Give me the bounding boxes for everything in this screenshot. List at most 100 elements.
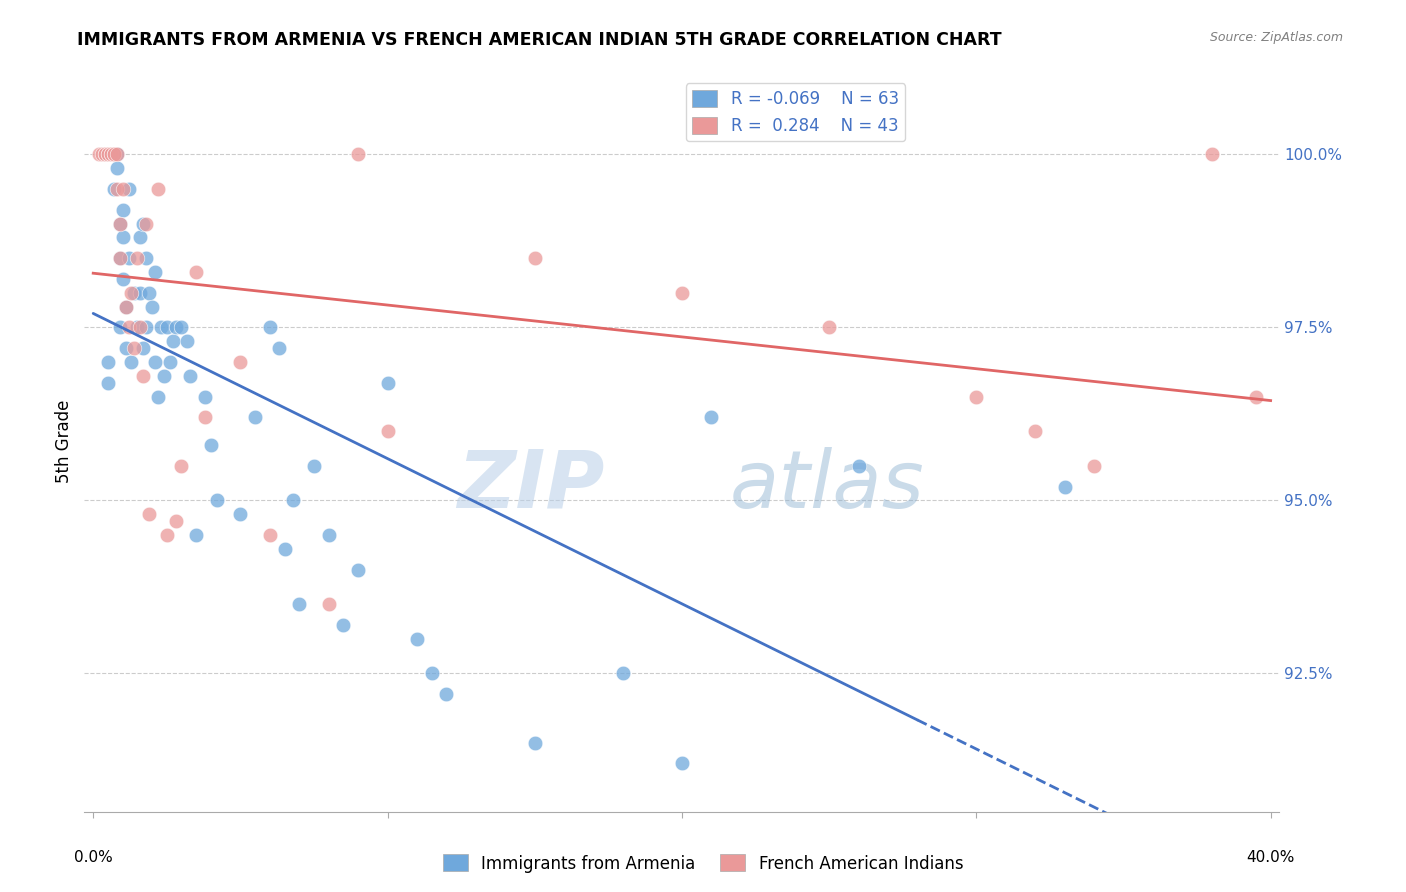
- Point: [200, 438, 222, 452]
- Point: [170, 458, 193, 473]
- Point: [108, 217, 131, 231]
- Point: [347, 563, 370, 577]
- Point: [1053, 479, 1076, 493]
- Point: [159, 355, 181, 369]
- Point: [179, 368, 201, 383]
- Point: [1024, 424, 1046, 438]
- Point: [100, 147, 122, 161]
- Point: [129, 320, 152, 334]
- Point: [165, 320, 187, 334]
- Point: [273, 541, 295, 556]
- Point: [229, 507, 252, 521]
- Point: [114, 341, 136, 355]
- Point: [194, 410, 217, 425]
- Point: [135, 217, 157, 231]
- Point: [288, 597, 311, 611]
- Point: [87, 147, 110, 161]
- Point: [120, 285, 142, 300]
- Point: [135, 320, 157, 334]
- Point: [97, 376, 120, 390]
- Point: [194, 390, 217, 404]
- Point: [318, 528, 340, 542]
- Text: 40.0%: 40.0%: [1247, 850, 1295, 864]
- Point: [156, 320, 179, 334]
- Point: [143, 265, 166, 279]
- Point: [91, 147, 114, 161]
- Point: [120, 355, 142, 369]
- Point: [377, 424, 399, 438]
- Point: [141, 300, 163, 314]
- Legend: R = -0.069    N = 63, R =  0.284    N = 43: R = -0.069 N = 63, R = 0.284 N = 43: [686, 83, 905, 142]
- Point: [318, 597, 340, 611]
- Point: [1201, 147, 1223, 161]
- Point: [143, 355, 166, 369]
- Point: [149, 320, 172, 334]
- Point: [156, 528, 179, 542]
- Point: [420, 666, 443, 681]
- Point: [205, 493, 228, 508]
- Point: [186, 265, 208, 279]
- Point: [259, 528, 281, 542]
- Point: [103, 147, 125, 161]
- Point: [671, 285, 693, 300]
- Text: IMMIGRANTS FROM ARMENIA VS FRENCH AMERICAN INDIAN 5TH GRADE CORRELATION CHART: IMMIGRANTS FROM ARMENIA VS FRENCH AMERIC…: [77, 31, 1002, 49]
- Legend: Immigrants from Armenia, French American Indians: Immigrants from Armenia, French American…: [436, 847, 970, 880]
- Point: [406, 632, 429, 646]
- Point: [848, 458, 870, 473]
- Point: [612, 666, 634, 681]
- Point: [97, 147, 120, 161]
- Point: [186, 528, 208, 542]
- Point: [127, 320, 149, 334]
- Point: [111, 272, 134, 286]
- Point: [108, 251, 131, 265]
- Text: ZIP: ZIP: [457, 447, 605, 525]
- Point: [1083, 458, 1105, 473]
- Point: [111, 202, 134, 217]
- Point: [523, 251, 546, 265]
- Y-axis label: 5th Grade: 5th Grade: [55, 400, 73, 483]
- Point: [108, 320, 131, 334]
- Point: [94, 147, 117, 161]
- Point: [347, 147, 370, 161]
- Point: [105, 147, 128, 161]
- Point: [103, 182, 125, 196]
- Point: [132, 341, 155, 355]
- Point: [129, 230, 152, 244]
- Point: [111, 182, 134, 196]
- Point: [105, 147, 128, 161]
- Point: [97, 147, 120, 161]
- Point: [302, 458, 325, 473]
- Point: [111, 230, 134, 244]
- Point: [105, 182, 128, 196]
- Point: [105, 161, 128, 176]
- Point: [114, 300, 136, 314]
- Point: [94, 147, 117, 161]
- Point: [108, 251, 131, 265]
- Point: [162, 334, 184, 349]
- Text: 0.0%: 0.0%: [75, 850, 112, 864]
- Point: [129, 285, 152, 300]
- Point: [97, 355, 120, 369]
- Point: [124, 341, 146, 355]
- Text: Source: ZipAtlas.com: Source: ZipAtlas.com: [1209, 31, 1343, 45]
- Point: [377, 376, 399, 390]
- Point: [671, 756, 693, 771]
- Point: [283, 493, 305, 508]
- Point: [243, 410, 266, 425]
- Point: [229, 355, 252, 369]
- Point: [146, 182, 169, 196]
- Point: [117, 182, 139, 196]
- Point: [124, 285, 146, 300]
- Point: [146, 390, 169, 404]
- Point: [170, 320, 193, 334]
- Point: [138, 507, 160, 521]
- Point: [117, 320, 139, 334]
- Point: [103, 147, 125, 161]
- Point: [523, 735, 546, 749]
- Point: [117, 251, 139, 265]
- Point: [138, 285, 160, 300]
- Point: [965, 390, 987, 404]
- Point: [132, 217, 155, 231]
- Point: [127, 251, 149, 265]
- Point: [176, 334, 198, 349]
